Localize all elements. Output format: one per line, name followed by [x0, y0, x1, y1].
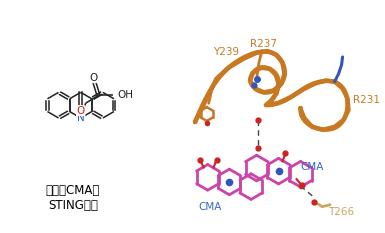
Text: OH: OH: [117, 90, 133, 100]
Text: N: N: [77, 113, 85, 123]
Text: CMA: CMA: [199, 202, 222, 212]
Text: 两分子CMA与: 两分子CMA与: [46, 184, 100, 197]
Text: STING结合: STING结合: [48, 199, 98, 212]
Text: T266: T266: [328, 207, 354, 217]
Text: R231: R231: [353, 95, 380, 105]
Text: CMA: CMA: [300, 162, 324, 172]
Text: O: O: [89, 73, 98, 83]
Text: R237: R237: [250, 39, 277, 49]
Text: O: O: [77, 106, 85, 116]
Text: Y239: Y239: [213, 47, 239, 57]
